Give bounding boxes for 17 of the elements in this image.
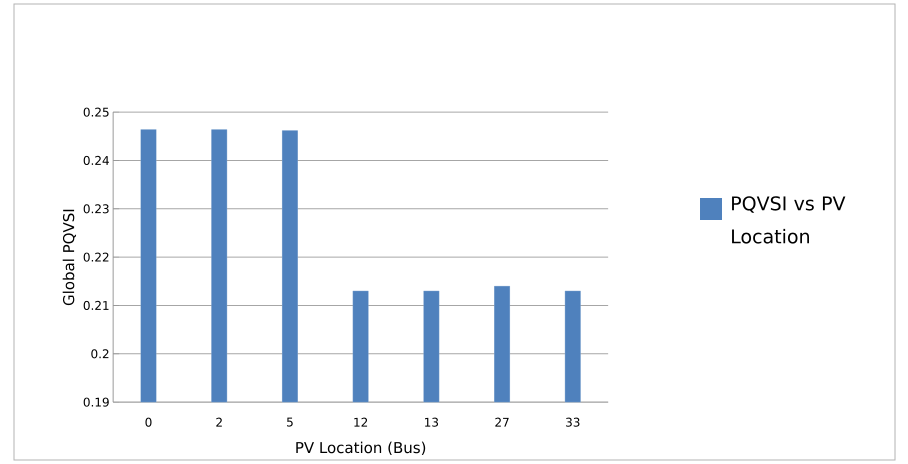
y-tick-label: 0.23 [84, 204, 109, 214]
x-tick-label: 2 [216, 418, 222, 427]
y-tick-label: 0.24 [84, 156, 109, 166]
x-tick-label: 27 [495, 418, 509, 427]
x-axis-title: PV Location (Bus) [296, 442, 426, 455]
x-tick-label: 5 [287, 418, 293, 427]
x-tick-label: 12 [354, 418, 368, 427]
x-tick-label: 13 [425, 418, 438, 427]
y-tick-label: 0.22 [84, 252, 108, 262]
x-tick-label: 0 [145, 418, 152, 427]
x-tick-label: 33 [566, 418, 580, 427]
y-tick-label: 0.2 [91, 349, 108, 358]
y-tick-label: 0.25 [84, 108, 109, 117]
y-axis-title: Global PQVSI [62, 210, 76, 306]
legend-label: PQVSI vs PV Location [732, 196, 846, 244]
y-tick-label: 0.21 [84, 300, 108, 310]
y-tick-label: 0.19 [84, 398, 109, 407]
